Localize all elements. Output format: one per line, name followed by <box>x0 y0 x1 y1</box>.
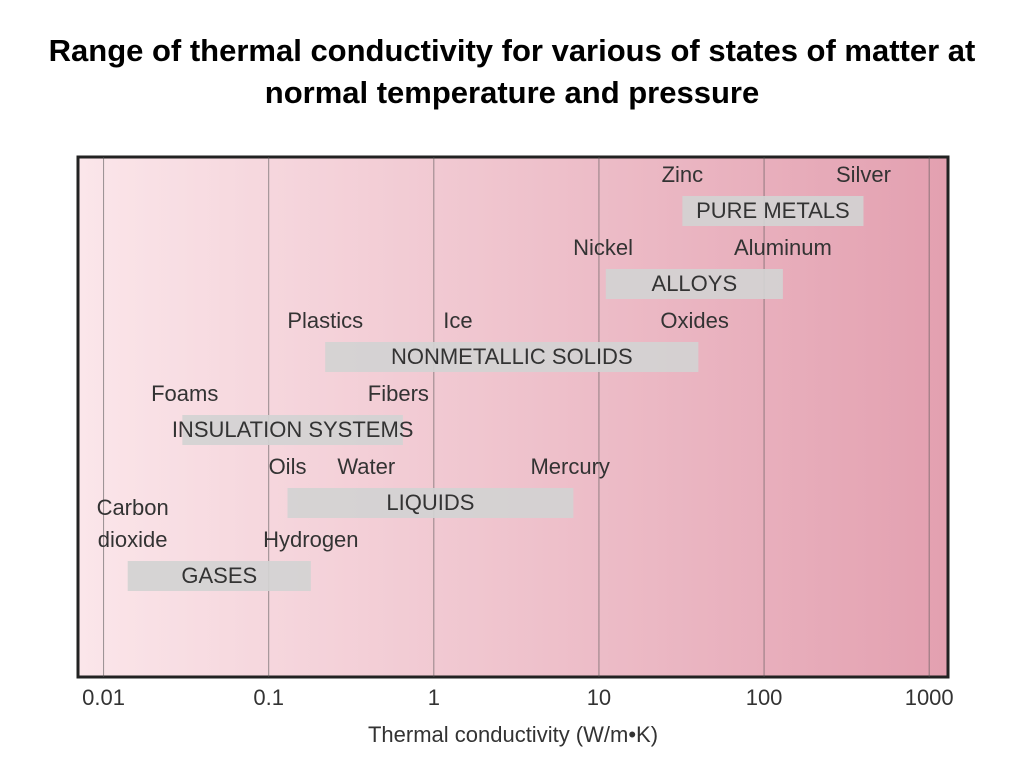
material-label: Oxides <box>660 308 728 333</box>
range-bar <box>182 415 403 445</box>
range-bar <box>127 561 311 591</box>
material-label: Foams <box>151 381 218 406</box>
material-label: Silver <box>836 162 891 187</box>
range-bar <box>287 488 574 518</box>
material-label: Nickel <box>573 235 633 260</box>
range-bar <box>325 342 699 372</box>
x-tick-label: 0.1 <box>253 685 284 710</box>
range-label: NONMETALLIC SOLIDS <box>391 344 633 369</box>
material-label: Hydrogen <box>263 527 358 552</box>
material-label: Carbon <box>97 495 169 520</box>
range-label: GASES <box>181 563 257 588</box>
range-bar <box>605 269 783 299</box>
material-label: dioxide <box>98 527 168 552</box>
material-label: Aluminum <box>734 235 832 260</box>
range-label: LIQUIDS <box>386 490 474 515</box>
x-tick-label: 10 <box>587 685 611 710</box>
material-label: Fibers <box>368 381 429 406</box>
x-tick-label: 1000 <box>905 685 954 710</box>
chart-title: Range of thermal conductivity for variou… <box>48 33 976 110</box>
material-label: Zinc <box>662 162 704 187</box>
material-label: Ice <box>443 308 472 333</box>
material-label: Mercury <box>530 454 609 479</box>
range-bar <box>682 196 864 226</box>
x-axis-label: Thermal conductivity (W/m•K) <box>368 722 658 747</box>
material-label: Plastics <box>287 308 363 333</box>
x-tick-label: 0.01 <box>82 685 125 710</box>
material-label: Oils <box>269 454 307 479</box>
x-tick-label: 1 <box>428 685 440 710</box>
range-label: ALLOYS <box>652 271 738 296</box>
material-label: Water <box>337 454 395 479</box>
range-label: INSULATION SYSTEMS <box>172 417 414 442</box>
range-label: PURE METALS <box>696 198 850 223</box>
x-tick-label: 100 <box>746 685 783 710</box>
